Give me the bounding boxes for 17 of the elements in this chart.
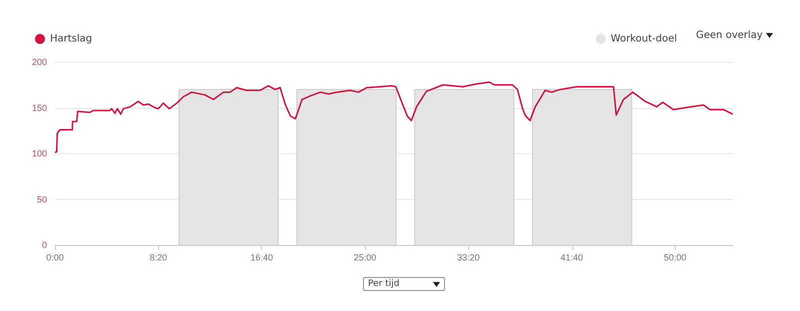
x-tick-label: 16:40 [250, 252, 273, 262]
dropdown-field: Per tijd [363, 277, 445, 291]
y-tick-label: 150 [32, 102, 47, 113]
x-tick-label: 41:40 [560, 252, 584, 262]
legend-label: Hartslag [50, 34, 92, 44]
text: Geen overlay [696, 30, 763, 41]
x-tick-label: 0:00 [46, 252, 64, 262]
y-tick-label: 50 [36, 194, 47, 204]
y-tick-label: 0 [42, 240, 47, 250]
x-tick-label: 50:00 [664, 252, 686, 262]
x-tick-label: 33:20 [457, 252, 480, 262]
x-tick-label: 8:20 [150, 252, 168, 262]
legend-label: Workout-doel [610, 34, 678, 44]
line-series [54, 81, 734, 154]
x-tick-label: 25:00 [354, 252, 376, 262]
y-tick-label: 100 [32, 148, 47, 158]
y-tick-label: 200 [32, 57, 47, 67]
